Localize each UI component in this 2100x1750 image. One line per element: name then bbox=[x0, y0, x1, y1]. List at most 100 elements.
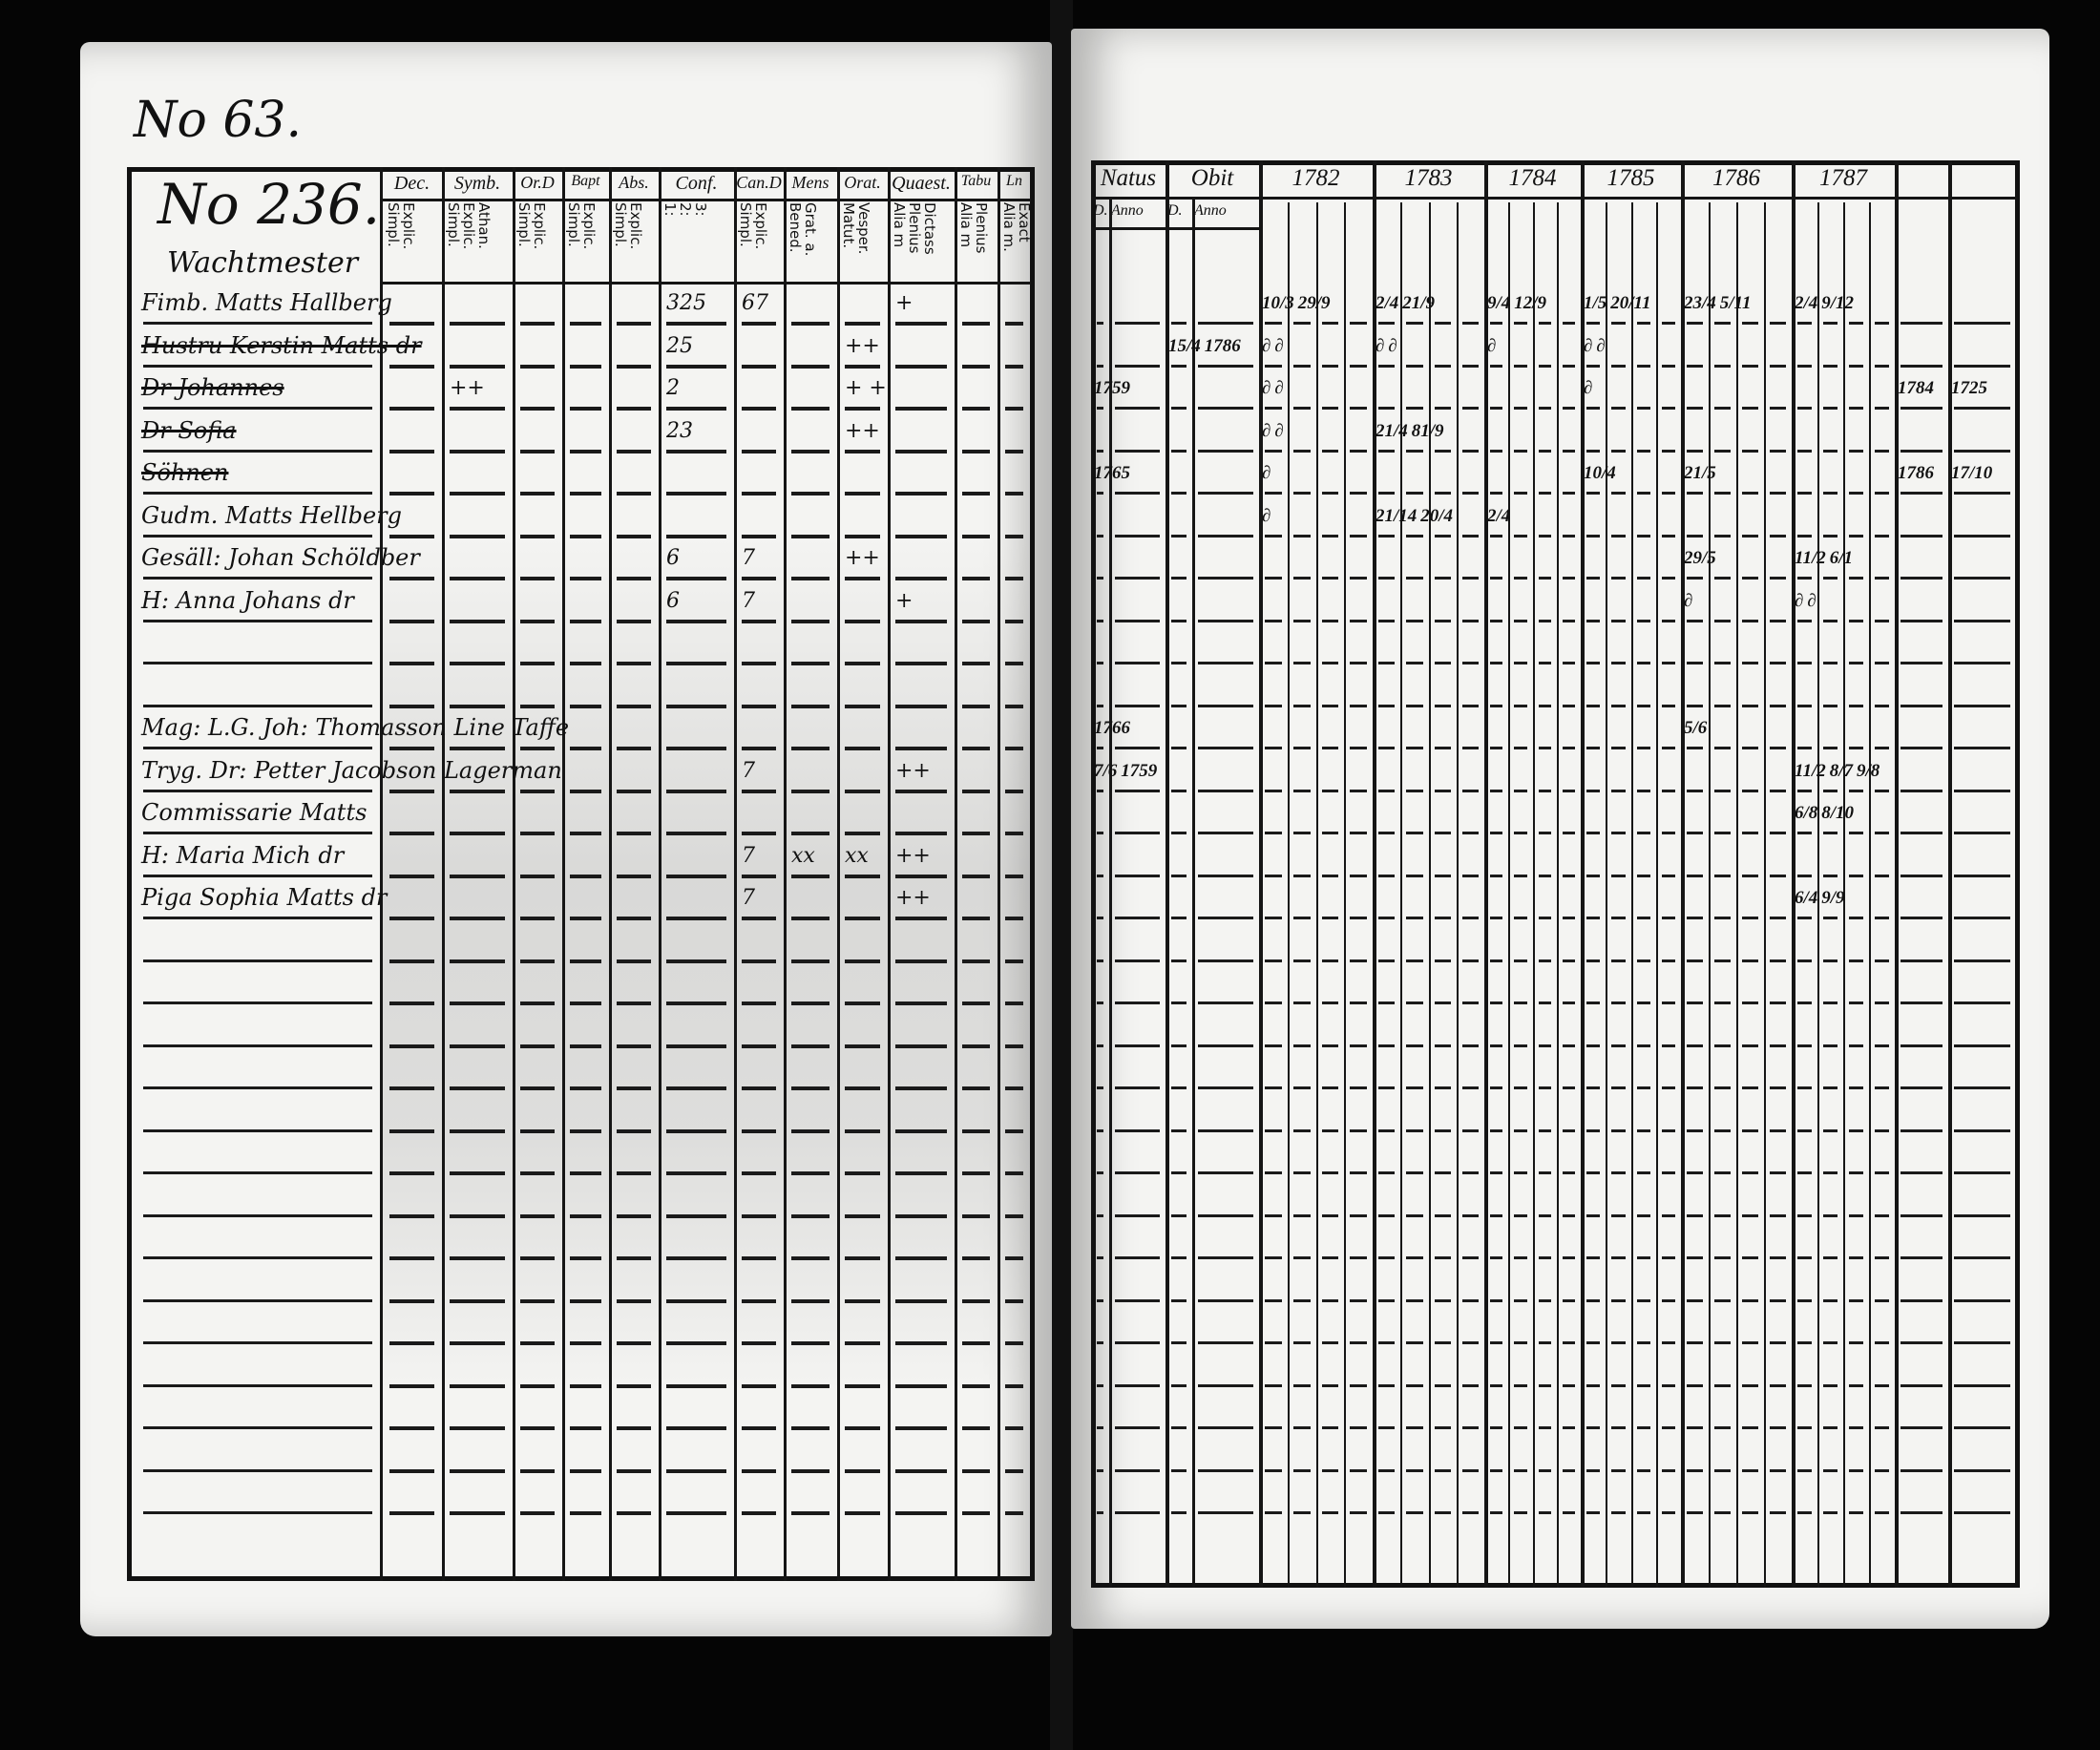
row-rule bbox=[1171, 1511, 1186, 1514]
row-rule bbox=[791, 1426, 830, 1430]
row-rule bbox=[791, 534, 830, 538]
person-name: Mag: L.G. Joh: Thomasson Line Taffe bbox=[141, 714, 570, 741]
row-rule bbox=[1171, 1086, 1186, 1089]
register-cell: 7/6 1759 bbox=[1094, 761, 1157, 782]
row-rule bbox=[450, 492, 505, 495]
row-rule bbox=[570, 1213, 601, 1218]
row-rule bbox=[895, 704, 947, 708]
row-rule bbox=[1097, 534, 1103, 538]
row-rule bbox=[1490, 1383, 1503, 1387]
row-rule bbox=[1097, 1086, 1103, 1089]
row-rule bbox=[791, 789, 830, 793]
register-entry: ∂ bbox=[1262, 335, 1271, 356]
row-rule bbox=[1292, 322, 1311, 325]
row-rule bbox=[791, 1341, 830, 1345]
row-rule bbox=[1823, 1511, 1838, 1514]
row-rule bbox=[1875, 1002, 1889, 1004]
row-rule bbox=[1849, 364, 1863, 368]
row-rule bbox=[1770, 1468, 1786, 1472]
row-rule bbox=[1900, 619, 1942, 622]
row-rule bbox=[1742, 449, 1758, 453]
row-rule bbox=[742, 1383, 776, 1388]
row-rule bbox=[1586, 1341, 1601, 1344]
row-rule bbox=[1636, 1511, 1650, 1514]
row-rule bbox=[1378, 832, 1396, 834]
row-rule bbox=[742, 534, 776, 538]
row-rule bbox=[1265, 1086, 1282, 1089]
row-rule bbox=[1005, 959, 1023, 963]
row-rule bbox=[1954, 1298, 2010, 1302]
row-rule bbox=[1406, 1086, 1423, 1089]
row-rule bbox=[1490, 322, 1503, 325]
row-rule bbox=[1797, 1002, 1812, 1004]
row-rule bbox=[1321, 1426, 1339, 1429]
row-rule bbox=[1611, 492, 1626, 495]
row-rule bbox=[1687, 1511, 1703, 1514]
row-rule bbox=[1586, 917, 1601, 919]
row-rule bbox=[1661, 1426, 1675, 1429]
register-entry: 23/4 bbox=[1684, 293, 1716, 313]
register-cell: 21/14 20/4 bbox=[1376, 506, 1453, 527]
register-entry: 5/11 bbox=[1719, 293, 1752, 313]
row-rule bbox=[1434, 1256, 1451, 1259]
register-cell: 6/8 8/10 bbox=[1795, 803, 1854, 824]
row-rule bbox=[1265, 662, 1282, 664]
row-rule bbox=[1770, 534, 1786, 538]
row-rule bbox=[520, 704, 555, 708]
row-rule bbox=[1900, 917, 1942, 919]
column-border bbox=[1484, 160, 1488, 1588]
row-rule bbox=[1636, 917, 1650, 919]
row-rule bbox=[1687, 959, 1703, 962]
row-rule bbox=[1434, 1426, 1451, 1429]
row-rule bbox=[895, 1002, 947, 1005]
row-rule bbox=[1350, 1256, 1367, 1259]
row-rule bbox=[962, 747, 990, 750]
row-rule bbox=[1849, 449, 1863, 453]
row-rule bbox=[1661, 704, 1675, 707]
row-rule bbox=[1005, 832, 1023, 835]
row-rule bbox=[617, 789, 651, 793]
row-rule bbox=[962, 1341, 990, 1345]
row-rule bbox=[1797, 1298, 1812, 1302]
row-rule bbox=[520, 1213, 555, 1218]
row-rule bbox=[1514, 1256, 1527, 1259]
row-rule bbox=[1171, 1213, 1186, 1217]
row-rule bbox=[1636, 832, 1650, 834]
row-rule bbox=[1514, 1383, 1527, 1387]
row-rule bbox=[1378, 1002, 1396, 1004]
year-header: 1782 bbox=[1292, 165, 1340, 191]
row-rule bbox=[1115, 407, 1160, 410]
row-rule bbox=[1005, 1383, 1023, 1388]
register-cell: 17/10 bbox=[1951, 463, 1992, 484]
row-rule bbox=[1265, 1426, 1282, 1429]
row-rule bbox=[1538, 662, 1551, 664]
row-rule bbox=[1005, 1213, 1023, 1218]
row-rule bbox=[1378, 492, 1396, 495]
row-rule bbox=[1714, 577, 1731, 580]
row-rule bbox=[1171, 1468, 1186, 1472]
row-rule bbox=[895, 619, 947, 623]
row-rule bbox=[895, 1213, 947, 1218]
row-rule bbox=[520, 449, 555, 453]
row-rule bbox=[1097, 407, 1103, 410]
row-rule bbox=[1406, 1213, 1423, 1217]
row-rule bbox=[1611, 704, 1626, 707]
row-rule bbox=[1115, 832, 1160, 834]
row-rule bbox=[1406, 322, 1423, 325]
row-rule bbox=[1461, 704, 1479, 707]
row-rule bbox=[962, 959, 990, 963]
row-rule bbox=[1562, 322, 1575, 325]
row-rule bbox=[1514, 449, 1527, 453]
row-rule bbox=[1823, 1002, 1838, 1004]
register-cell: 5/6 bbox=[1684, 718, 1707, 739]
column-border bbox=[1895, 160, 1899, 1588]
row-rule bbox=[1636, 1383, 1650, 1387]
row-rule bbox=[1823, 364, 1838, 368]
row-rule bbox=[1097, 959, 1103, 962]
row-rule bbox=[1490, 534, 1503, 538]
row-rule bbox=[1900, 1298, 1942, 1302]
register-cell: ∂ ∂ bbox=[1262, 336, 1284, 357]
row-rule bbox=[1611, 747, 1626, 749]
row-rule bbox=[1770, 747, 1786, 749]
row-rule bbox=[1562, 1341, 1575, 1344]
